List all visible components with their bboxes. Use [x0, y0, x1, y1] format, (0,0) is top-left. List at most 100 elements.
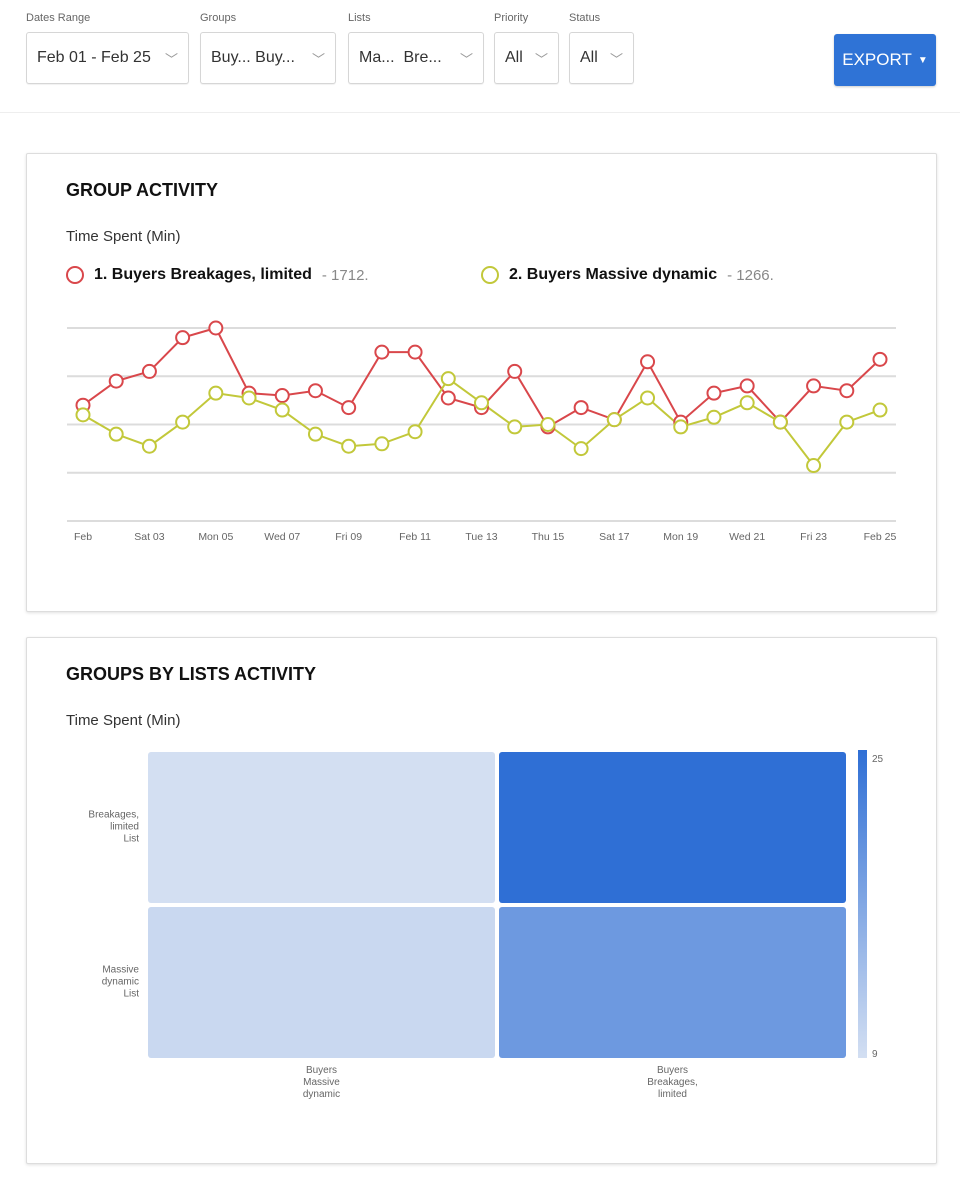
status-select[interactable]: All ﹀ [569, 32, 634, 84]
data-point-series-1 [640, 354, 656, 370]
data-point-series-1 [208, 320, 224, 336]
legend-name: 2. Buyers Massive dynamic [509, 266, 718, 283]
data-point-series-1 [175, 330, 191, 346]
data-point-series-2 [407, 424, 423, 440]
filter-bar: Dates Range Feb 01 - Feb 25 ﹀ Groups Buy.… [0, 0, 960, 113]
data-point-series-2 [241, 390, 257, 406]
data-point-series-1 [739, 378, 755, 394]
caret-down-icon: ▼ [917, 54, 928, 66]
data-point-series-2 [274, 402, 290, 418]
color-scale-bar [858, 750, 867, 1058]
x-tick-label: Tue 13 [465, 531, 497, 543]
row-label: Breakages, [88, 810, 139, 821]
data-point-series-1 [274, 388, 290, 404]
color-scale-min-label: 9 [872, 1049, 878, 1060]
data-point-series-1 [806, 378, 822, 394]
col-label: Buyers [306, 1065, 337, 1076]
groups-by-lists-card: GROUPS BY LISTS ACTIVITY Time Spent (Min… [26, 637, 937, 1164]
data-point-series-1 [507, 363, 523, 379]
data-point-series-2 [673, 419, 689, 435]
groups-select[interactable]: Buy... Buy... ﹀ [200, 32, 336, 84]
data-point-series-1 [108, 373, 124, 389]
line-chart: Feb Sat 03 Mon 05 Wed 07 Fri 09 Feb 11 Tue 13 T… [67, 320, 896, 543]
data-point-series-2 [772, 414, 788, 430]
col-label: Breakages, [647, 1077, 698, 1088]
col-label: Massive [303, 1077, 340, 1088]
data-point-series-1 [307, 383, 323, 399]
data-point-series-2 [474, 395, 489, 411]
select-value: Feb 01 - Feb 25 [37, 49, 151, 66]
x-tick-label: Mon 19 [663, 531, 698, 543]
x-tick-label: Wed 21 [729, 531, 765, 543]
chevron-down-icon: ﹀ [311, 51, 325, 67]
filter-label: Priority [494, 12, 529, 24]
select-value: Buy... Buy... [211, 49, 295, 66]
data-point-series-1 [407, 344, 423, 360]
filter-lists: Lists Ma... Bre... ﹀ [348, 12, 484, 84]
legend-total: - 1266. [727, 266, 774, 284]
filter-label: Lists [348, 12, 371, 24]
filter-priority: Priority All ﹀ [494, 12, 559, 84]
data-point-series-2 [374, 436, 390, 452]
data-point-series-2 [507, 419, 523, 435]
data-point-series-2 [208, 385, 224, 401]
data-point-series-2 [706, 409, 722, 425]
card-title: GROUPS BY LISTS ACTIVITY [66, 664, 317, 684]
data-point-series-1 [706, 385, 722, 401]
chevron-down-icon: ﹀ [164, 51, 178, 67]
data-point-series-1 [374, 344, 390, 360]
chevron-down-icon: ﹀ [459, 51, 473, 67]
legend-name: 1. Buyers Breakages, limited [94, 266, 312, 283]
legend-circle-icon [481, 266, 499, 284]
data-point-series-2 [806, 458, 822, 474]
select-value: All [505, 49, 523, 66]
select-value: Ma... Bre... [359, 49, 442, 66]
data-point-series-2 [141, 438, 157, 454]
chart-subtitle: Time Spent (Min) [66, 712, 181, 729]
lists-select[interactable]: Ma... Bre... ﹀ [348, 32, 484, 84]
data-point-series-2 [606, 412, 622, 428]
x-tick-label: Fri 09 [335, 531, 362, 543]
heatmap-cell [499, 907, 846, 1058]
x-tick-label: Feb 11 [399, 531, 431, 543]
data-point-series-1 [573, 400, 589, 416]
dates-range-select[interactable]: Feb 01 - Feb 25 ﹀ [26, 32, 189, 84]
group-activity-card: GROUP ACTIVITY Time Spent (Min) 1. Buyer… [26, 153, 937, 612]
data-point-series-2 [839, 414, 855, 430]
heatmap-cell [148, 907, 495, 1058]
select-value: All [580, 49, 598, 66]
filter-label: Groups [200, 12, 237, 24]
row-label: List [123, 834, 139, 845]
data-point-series-1 [440, 390, 456, 406]
legend-item-2[interactable]: 2. Buyers Massive dynamic - 1266. [481, 266, 774, 284]
data-point-series-2 [307, 426, 323, 442]
filter-label: Status [569, 12, 601, 24]
data-point-series-2 [440, 371, 456, 387]
row-label: limited [110, 822, 139, 833]
x-tick-label: Thu 15 [532, 531, 565, 543]
x-tick-label: Wed 07 [264, 531, 300, 543]
chevron-down-icon: ﹀ [534, 51, 548, 67]
filter-groups: Groups Buy... Buy... ﹀ [200, 12, 336, 84]
row-label: Massive [102, 965, 139, 976]
color-scale-max-label: 25 [872, 754, 884, 765]
data-point-series-2 [573, 441, 589, 457]
priority-select[interactable]: All ﹀ [494, 32, 559, 84]
x-tick-label: Sat 17 [599, 531, 630, 543]
heatmap-cell [499, 752, 846, 903]
chevron-down-icon: ﹀ [609, 51, 623, 67]
legend-total: - 1712. [321, 266, 369, 284]
data-point-series-1 [839, 383, 855, 399]
filter-label: Dates Range [26, 12, 91, 24]
data-point-series-1 [872, 351, 888, 367]
data-point-series-2 [175, 414, 191, 430]
export-button[interactable]: EXPORT ▼ [834, 34, 936, 86]
data-point-series-2 [75, 407, 91, 423]
legend-item-1[interactable]: 1. Buyers Breakages, limited - 1712. [66, 266, 369, 284]
x-tick-label: Sat 03 [134, 531, 165, 543]
row-label: List [123, 989, 139, 1000]
data-point-series-2 [739, 395, 755, 411]
data-point-series-1 [141, 363, 157, 379]
data-point-series-1 [341, 400, 357, 416]
